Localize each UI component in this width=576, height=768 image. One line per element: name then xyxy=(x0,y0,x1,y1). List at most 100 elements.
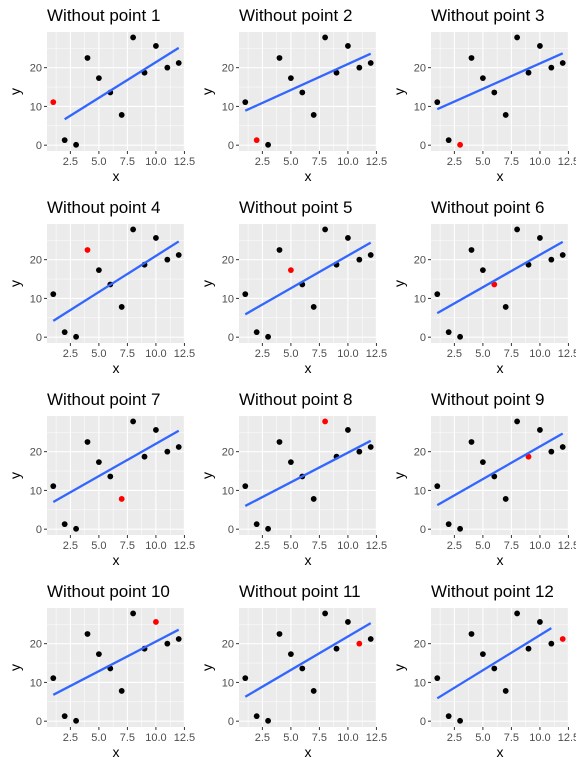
data-point xyxy=(457,525,463,532)
data-point xyxy=(537,43,543,49)
data-point xyxy=(276,631,283,637)
x-axis-label: x xyxy=(497,360,504,376)
panel-7: Without point 7 0 10 20 2.5 5.0 7.5 10.0 12.5 x y xyxy=(7,390,195,568)
y-tick-label: 20 xyxy=(30,447,42,459)
points-layer xyxy=(50,34,182,148)
x-tick-label: 2.5 xyxy=(447,348,462,360)
fit-line xyxy=(244,439,372,507)
data-point xyxy=(175,636,182,642)
data-point xyxy=(525,69,532,76)
y-axis-label: y xyxy=(7,280,23,287)
y-tick-label: 0 xyxy=(36,332,42,344)
panel-4: Without point 4 0 10 20 2.5 5.0 7.5 10.0 12.5 x y xyxy=(7,198,195,376)
panel-background xyxy=(431,224,569,343)
x-tick-label: 10.0 xyxy=(529,732,550,744)
data-point xyxy=(95,267,102,274)
removed-point xyxy=(322,418,329,425)
panel-title: Without point 4 xyxy=(47,198,160,217)
data-point xyxy=(434,99,441,106)
points-layer xyxy=(242,610,374,724)
data-point xyxy=(276,439,283,445)
fit-line xyxy=(64,46,180,121)
data-point xyxy=(367,444,374,450)
data-point xyxy=(468,439,475,445)
removed-point xyxy=(253,137,260,144)
data-point xyxy=(242,675,249,682)
panel-background xyxy=(47,608,185,727)
x-tick-label: 2.5 xyxy=(63,732,78,744)
x-axis-label: x xyxy=(497,744,504,760)
data-point xyxy=(333,69,340,76)
panel-title: Without point 5 xyxy=(239,198,352,217)
y-tick-label: 10 xyxy=(222,677,234,689)
data-point xyxy=(130,610,137,617)
data-point xyxy=(299,89,306,96)
y-tick-label: 0 xyxy=(36,524,42,536)
removed-point xyxy=(525,453,532,460)
data-point xyxy=(548,640,555,647)
panel-12: Without point 12 0 10 20 2.5 5.0 7.5 10.0 12.5 x y xyxy=(391,582,576,760)
removed-point xyxy=(287,267,294,274)
panel-title: Without point 11 xyxy=(239,582,361,601)
data-point xyxy=(287,75,294,82)
data-point xyxy=(242,291,249,298)
y-tick-label: 0 xyxy=(228,716,234,728)
x-tick-label: 5.0 xyxy=(475,540,490,552)
y-axis-label: y xyxy=(7,664,23,671)
points-layer xyxy=(50,418,182,532)
data-point xyxy=(333,645,340,652)
panel-title: Without point 9 xyxy=(431,390,544,409)
data-point xyxy=(265,717,271,724)
x-tick-label: 10.0 xyxy=(529,348,550,360)
x-tick-label: 2.5 xyxy=(63,540,78,552)
data-point xyxy=(153,427,159,433)
y-axis-label: y xyxy=(391,280,407,287)
data-point xyxy=(118,688,125,694)
data-point xyxy=(537,427,543,433)
x-tick-label: 12.5 xyxy=(366,156,387,168)
data-point xyxy=(559,60,566,66)
fit-line xyxy=(436,52,564,111)
data-point xyxy=(299,665,306,672)
data-point xyxy=(445,713,452,720)
panel-title: Without point 3 xyxy=(431,6,544,25)
panel-background xyxy=(239,224,377,343)
panel-background xyxy=(431,608,569,727)
data-point xyxy=(95,459,102,466)
data-point xyxy=(559,252,566,258)
data-point xyxy=(310,304,317,310)
y-tick-label: 0 xyxy=(420,716,426,728)
x-tick-label: 5.0 xyxy=(91,540,106,552)
y-tick-label: 10 xyxy=(414,485,426,497)
data-point xyxy=(164,64,171,71)
x-tick-label: 12.5 xyxy=(558,732,576,744)
points-layer xyxy=(242,226,374,340)
x-tick-label: 5.0 xyxy=(91,732,106,744)
data-point xyxy=(367,60,374,66)
y-axis-label: y xyxy=(391,88,407,95)
x-tick-label: 5.0 xyxy=(475,348,490,360)
fit-line xyxy=(244,241,372,316)
x-tick-label: 2.5 xyxy=(447,732,462,744)
removed-point xyxy=(356,640,363,647)
data-point xyxy=(130,34,137,41)
fit-line xyxy=(52,429,180,504)
panel-title: Without point 2 xyxy=(239,6,352,25)
data-point xyxy=(479,651,486,658)
data-point xyxy=(445,329,452,336)
data-point xyxy=(345,43,351,49)
data-point xyxy=(491,473,498,480)
data-point xyxy=(61,329,68,336)
data-point xyxy=(175,252,182,258)
panel-11: Without point 11 0 10 20 2.5 5.0 7.5 10.0 12.5 x y xyxy=(199,582,387,760)
removed-point xyxy=(491,281,498,288)
y-tick-label: 20 xyxy=(222,255,234,267)
data-point xyxy=(445,137,452,144)
data-point xyxy=(345,619,351,625)
fit-line xyxy=(52,240,180,322)
data-point xyxy=(525,645,532,652)
y-tick-label: 10 xyxy=(30,293,42,305)
data-point xyxy=(479,459,486,466)
removed-point xyxy=(84,247,91,253)
x-tick-label: 12.5 xyxy=(366,732,387,744)
